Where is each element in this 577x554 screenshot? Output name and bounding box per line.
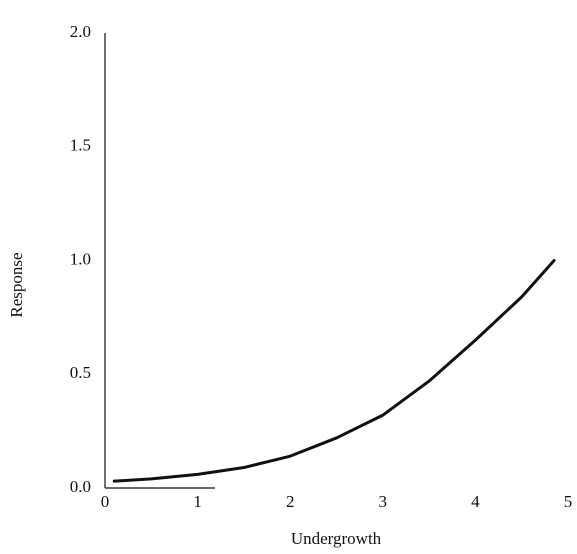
x-tick-label: 2	[286, 492, 295, 511]
y-tick-label: 0.0	[70, 477, 91, 496]
x-tick-label: 4	[471, 492, 480, 511]
y-tick-label: 2.0	[70, 22, 91, 41]
y-tick-label: 0.5	[70, 363, 91, 382]
line	[112, 259, 556, 483]
x-tick-label: 3	[379, 492, 388, 511]
x-tick-label: 0	[101, 492, 110, 511]
x-axis-label: Undergrowth	[291, 529, 382, 548]
x-tick-label: 5	[564, 492, 573, 511]
y-tick-label: 1.0	[70, 249, 91, 268]
y-tick-label: 1.5	[70, 136, 91, 155]
y-axis-label: Response	[7, 252, 26, 317]
x-tick-label: 1	[193, 492, 202, 511]
